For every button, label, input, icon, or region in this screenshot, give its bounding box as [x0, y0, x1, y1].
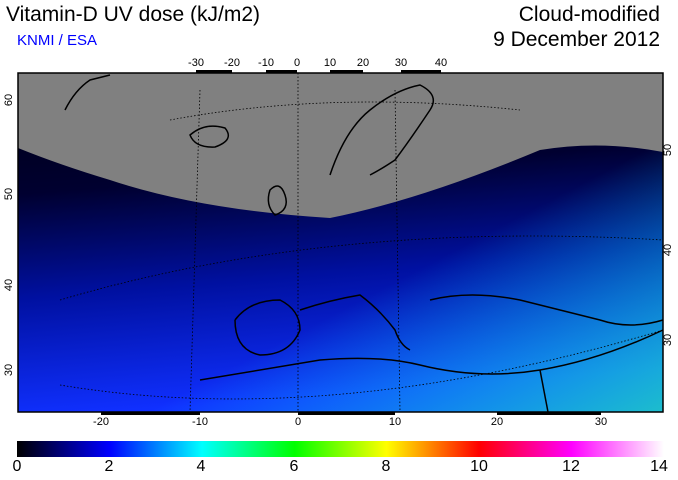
colorbar-label: 0 [12, 458, 22, 475]
top-lon-tick: -20 [224, 57, 240, 69]
colorbar-label: 2 [104, 458, 114, 475]
bottom-lon-tick: 0 [294, 416, 302, 428]
colorbar-label: 4 [196, 458, 206, 475]
bottom-lon-tick: -10 [192, 416, 208, 428]
colorbar-label: 14 [650, 458, 668, 475]
top-lon-tick: 40 [434, 57, 448, 69]
polar-night-region [18, 73, 663, 218]
graticule [59, 73, 664, 413]
left-lat-tick: 50 [3, 187, 16, 201]
colorbar-label: 8 [381, 458, 391, 475]
top-axis-bar [196, 70, 441, 73]
source-label: KNMI / ESA [17, 32, 98, 49]
right-lat-tick: 40 [662, 243, 675, 257]
left-lat-tick: 60 [3, 93, 16, 107]
bottom-axis-bar [101, 412, 601, 415]
bottom-lon-tick: 10 [388, 416, 402, 428]
left-lat-tick: 30 [3, 363, 16, 377]
top-lon-tick: -10 [258, 57, 274, 69]
bottom-lon-tick: 30 [594, 416, 608, 428]
top-lon-tick: 30 [394, 57, 408, 69]
coastlines [64, 74, 664, 413]
map-title: Vitamin-D UV dose (kJ/m2) [6, 3, 261, 26]
colorbar-label: 12 [562, 458, 580, 475]
top-lon-tick: -30 [188, 57, 204, 69]
map-frame [17, 70, 664, 415]
bottom-lon-tick: 20 [490, 416, 504, 428]
top-lon-tick: 10 [323, 57, 337, 69]
bottom-lon-tick: -20 [93, 416, 109, 428]
left-lat-tick: 40 [3, 278, 16, 292]
colorbar [17, 441, 664, 457]
right-lat-tick: 30 [662, 333, 675, 347]
colorbar-label: 10 [470, 458, 488, 475]
colorbar-label: 6 [289, 458, 299, 475]
mode-label: Cloud-modified [518, 3, 660, 26]
top-lon-tick: 0 [293, 57, 301, 69]
top-lon-tick: 20 [356, 57, 370, 69]
right-lat-tick: 50 [662, 143, 675, 157]
date-label: 9 December 2012 [493, 28, 660, 51]
